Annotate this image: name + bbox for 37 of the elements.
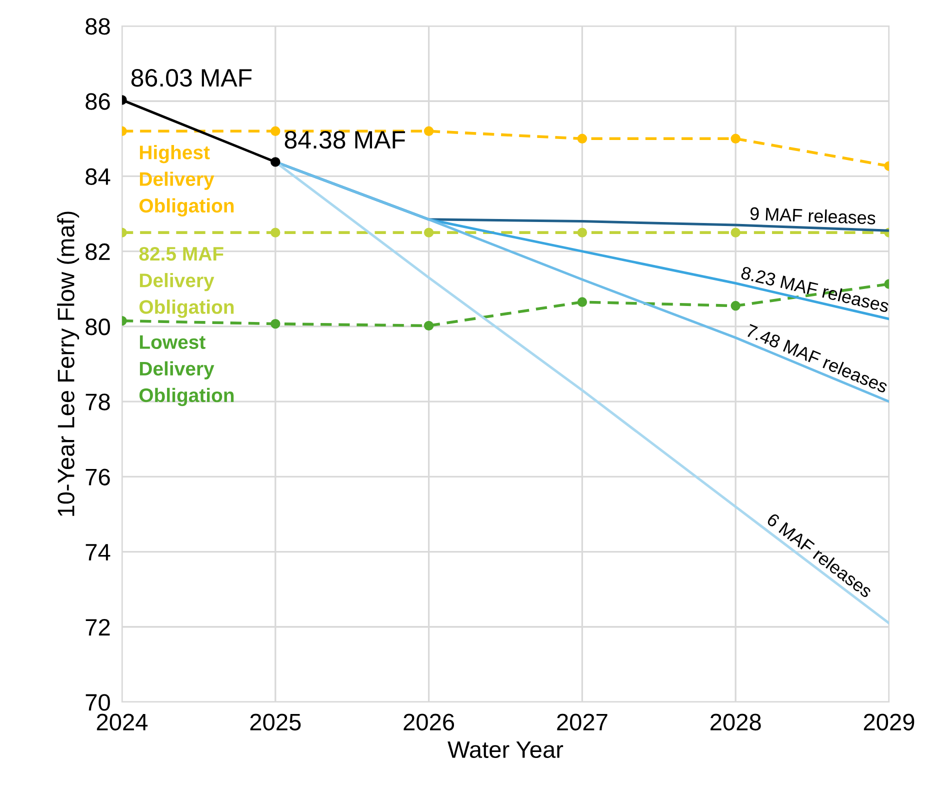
point: [424, 320, 434, 331]
x-tick-label: 2024: [96, 714, 148, 730]
point: [730, 228, 740, 238]
point: [270, 318, 280, 329]
y-tick-label: 72: [86, 618, 110, 636]
point: [270, 228, 280, 238]
point: [424, 126, 434, 136]
y-tick-label: 88: [86, 18, 110, 35]
point: [577, 134, 588, 144]
series-label: Lowest Delivery Obligation: [139, 335, 234, 406]
point: [577, 297, 588, 307]
y-tick-label: 70: [86, 694, 110, 711]
point: [577, 228, 588, 238]
y-tick-label: 84: [86, 168, 110, 186]
y-tick-label: 78: [86, 394, 110, 410]
point: [270, 126, 280, 136]
x-tick-label: 2027: [557, 714, 608, 730]
series-label: 82.5 MAF Delivery Obligation: [139, 246, 234, 318]
x-tick-label: 2025: [250, 714, 301, 730]
point: [730, 300, 740, 311]
x-tick-label: 2026: [404, 714, 454, 730]
y-tick-label: 86: [86, 93, 110, 110]
y-axis-title: 10-Year Lee Ferry Flow (maf): [57, 212, 80, 516]
data-label: 86.03 MAF: [131, 69, 252, 87]
x-tick-label: 2028: [710, 714, 761, 730]
y-tick-label: 82: [86, 243, 110, 260]
y-tick-label: 76: [86, 468, 110, 486]
x-tick-label: 2029: [864, 714, 914, 730]
point: [424, 228, 434, 238]
data-label: 84.38 MAF: [284, 130, 406, 149]
y-tick-label: 74: [86, 544, 110, 560]
y-tick-label: 80: [86, 318, 110, 336]
text: 8.23 MAF releases: [740, 266, 890, 313]
series-label: Highest Delivery Obligation: [139, 145, 234, 216]
series-label: 9 MAF releases: [750, 206, 876, 225]
point: [730, 134, 740, 144]
x-axis-title: Water Year: [448, 742, 564, 758]
